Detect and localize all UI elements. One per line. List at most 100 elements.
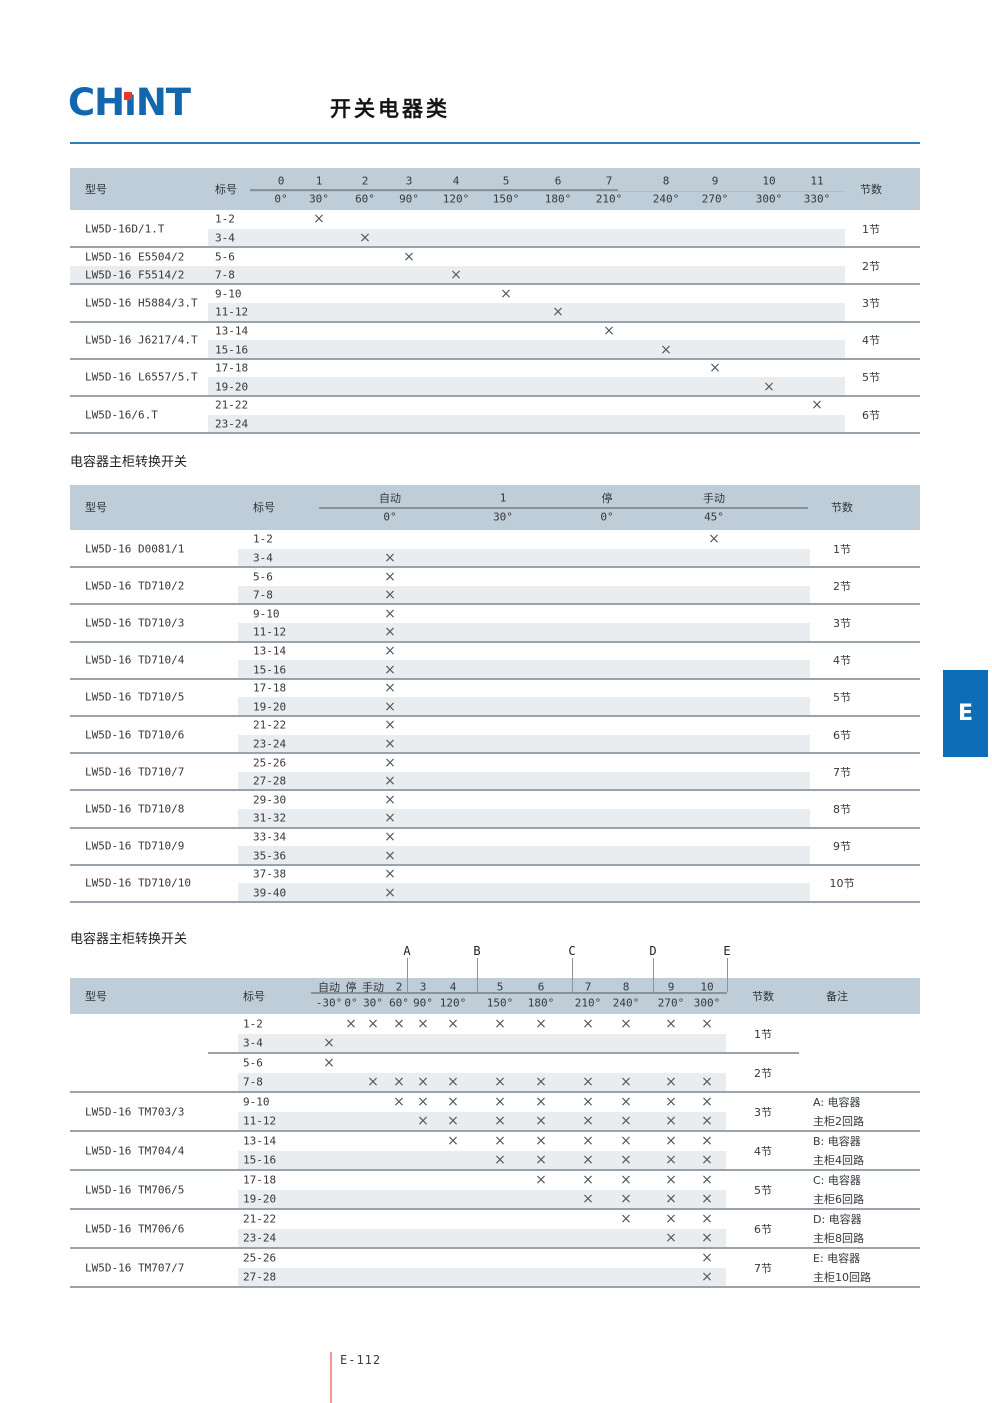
row-shade [238, 1189, 726, 1209]
row-shade [238, 883, 810, 902]
row-label: 11-12 [253, 625, 287, 639]
position-degree: 0° [600, 510, 614, 524]
position-mark: × [665, 1015, 677, 1032]
position-mark: × [535, 1132, 547, 1149]
sections-cell: 2节 [754, 1066, 772, 1080]
row-label: 3-4 [215, 231, 235, 245]
row-label: 23-24 [243, 1231, 277, 1245]
circuit-group-line [727, 958, 728, 992]
position-mark: × [701, 1171, 713, 1188]
model-cell: LW5D-16 TM703/3 [85, 1105, 185, 1118]
sections-cell: 4节 [833, 654, 851, 668]
row-label: 11-12 [243, 1114, 277, 1128]
position-mark: × [582, 1015, 594, 1032]
sections-cell: 10节 [829, 877, 855, 891]
position-degree: 0° [274, 192, 288, 206]
model-cell: LW5D-16 TM704/4 [85, 1144, 185, 1157]
sections-cell: 4节 [862, 334, 880, 348]
model-cell: LW5D-16 E5504/2 [85, 250, 185, 263]
sections-cell: 3节 [833, 617, 851, 630]
position-degree: 180° [527, 996, 555, 1010]
position-number: 9 [711, 174, 719, 188]
row-shade [238, 623, 810, 642]
col-header-sections: 节数 [860, 183, 882, 196]
table-bottom-border [70, 901, 920, 903]
table-bottom-border [70, 432, 920, 435]
position-degree: 150° [486, 996, 514, 1010]
group-separator [70, 603, 920, 606]
row-label: 25-26 [253, 756, 287, 769]
row-label: 23-24 [253, 737, 287, 751]
position-mark: × [708, 531, 720, 548]
position-mark: × [447, 1132, 459, 1149]
row-shade [208, 377, 845, 396]
model-cell: LW5D-16 TD710/10 [85, 876, 191, 890]
group-separator [70, 395, 920, 397]
position-mark: × [494, 1132, 506, 1149]
row-shade [238, 1111, 726, 1131]
position-mark: × [535, 1171, 547, 1188]
position-mark: × [763, 378, 775, 395]
position-number: 7 [584, 980, 592, 994]
row-label: 19-20 [253, 700, 287, 714]
sections-cell: 7节 [754, 1261, 772, 1275]
position-mark: × [417, 1093, 429, 1110]
sections-cell: 4节 [754, 1144, 772, 1158]
group-separator [70, 677, 920, 680]
position-mark: × [384, 680, 396, 697]
position-mark: × [535, 1093, 547, 1110]
row-label: 31-32 [253, 811, 287, 825]
position-mark: × [552, 304, 564, 321]
table-capacitor-cabinet-switch-2: 电容器主柜转换开关 型号 标号 节数 备注 自动停手动 2 3 4 5 6 7 8 9 10 -30° 0° 30… [70, 932, 920, 1291]
section-title: 电容器主柜转换开关 [70, 932, 188, 947]
position-mark: × [582, 1152, 594, 1169]
position-mark: × [384, 549, 396, 566]
page-title: 开关电器类 [330, 97, 450, 121]
sections-cell: 7节 [833, 765, 851, 779]
circuit-group-letter: C [568, 944, 576, 958]
position-mark: × [313, 211, 325, 228]
row-label: 33-34 [253, 830, 287, 844]
position-mark: × [323, 1054, 335, 1071]
position-mark: × [403, 248, 415, 265]
position-degree: 330° [803, 192, 831, 206]
position-degree: 60° [389, 996, 409, 1010]
row-label: 19-20 [243, 1192, 277, 1206]
position-mark: × [535, 1152, 547, 1169]
position-mark: × [500, 285, 512, 302]
position-mark: × [701, 1015, 713, 1032]
circuit-group-line [477, 958, 478, 992]
position-number: 10 [762, 174, 776, 188]
position-mark: × [535, 1074, 547, 1091]
position-degree: 30° [309, 192, 329, 206]
position-mark: × [620, 1191, 632, 1208]
remark-line: E: 电容器 [813, 1251, 861, 1265]
position-degree: 210° [574, 996, 602, 1010]
remark-line: D: 电容器 [813, 1212, 862, 1226]
circuit-group-letter: A [403, 944, 411, 958]
model-cell: LW5D-16 J6217/4.T [85, 333, 198, 347]
sections-cell: 3节 [754, 1105, 772, 1119]
table-capacitor-cabinet-switch-1: 电容器主柜转换开关 型号 标号 节数 自动 1 停 手动 0° 30° 0° 45° 1-2 × 3-4 × L… [70, 455, 920, 906]
col-header-sections: 节数 [752, 990, 774, 1003]
position-mark: × [620, 1210, 632, 1227]
position-mark: × [417, 1113, 429, 1130]
position-mark: × [582, 1074, 594, 1091]
table-header-band [70, 978, 920, 1014]
position-mark: × [665, 1230, 677, 1247]
position-number: 自动 [318, 981, 340, 994]
position-mark: × [393, 1093, 405, 1110]
row-label: 1-2 [243, 1017, 263, 1031]
position-mark: × [384, 773, 396, 790]
position-mark: × [393, 1074, 405, 1091]
chint-logo: CHı NT [68, 84, 191, 121]
position-mark: × [447, 1074, 459, 1091]
position-number: 4 [452, 174, 460, 188]
row-label: 21-22 [243, 1212, 277, 1226]
row-shade [70, 265, 845, 285]
position-mark: × [620, 1074, 632, 1091]
group-separator [70, 715, 920, 717]
group-separator [70, 283, 920, 286]
position-mark: × [384, 810, 396, 827]
position-number: 停 [601, 492, 613, 505]
